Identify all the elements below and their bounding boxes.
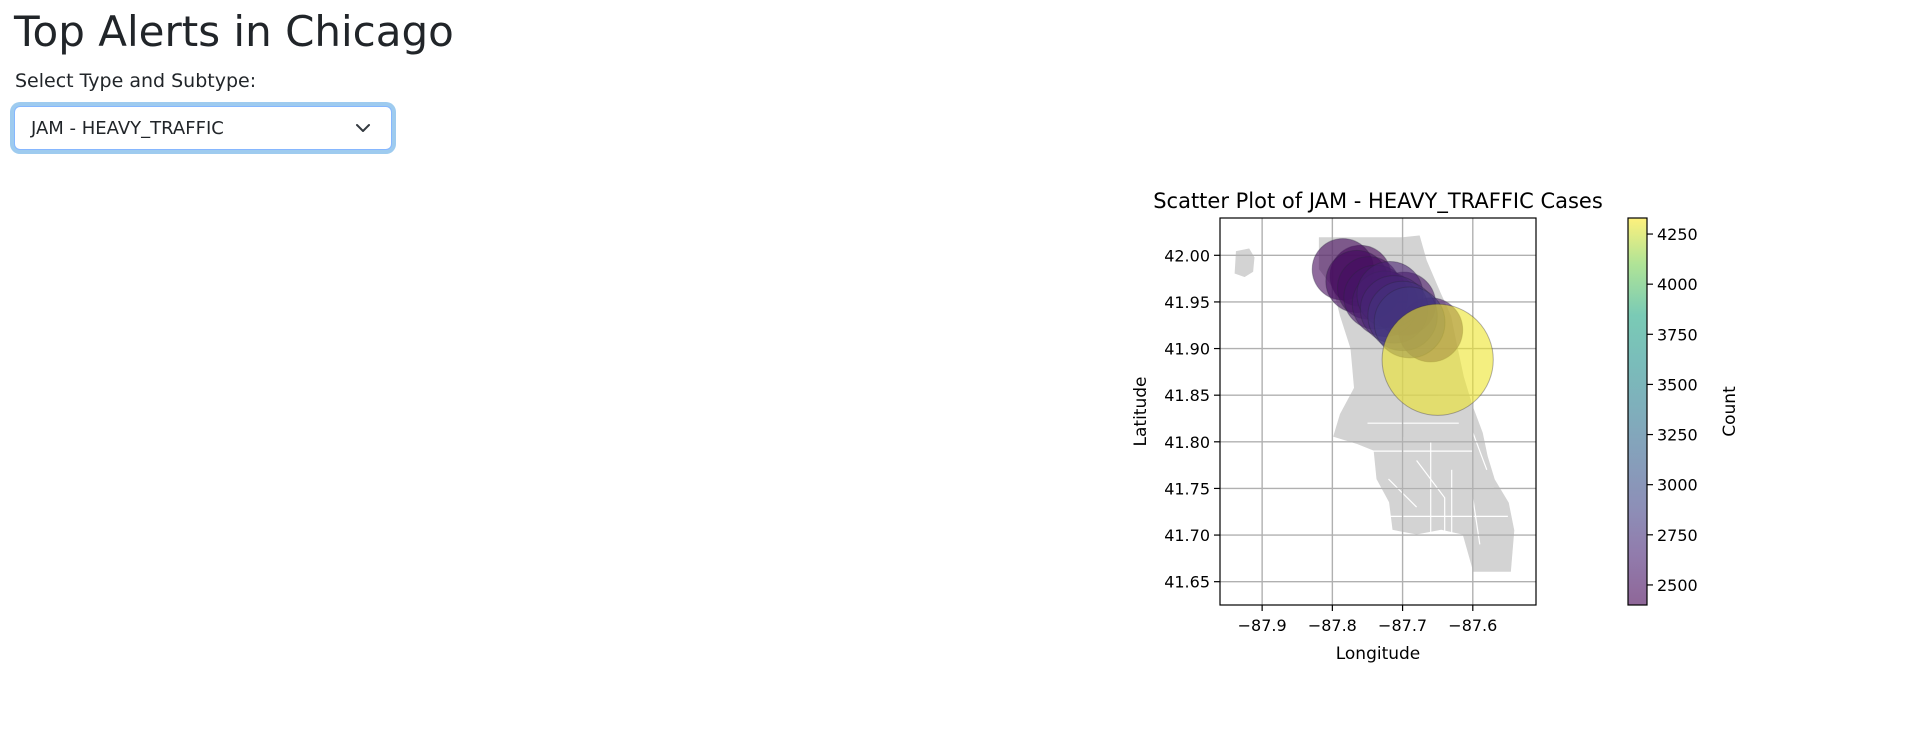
colorbar-frame <box>1627 217 1648 606</box>
y-tick-label: 41.70 <box>1164 526 1210 545</box>
select-value: JAM - HEAVY_TRAFFIC <box>31 118 224 139</box>
data-points <box>1311 238 1494 416</box>
map-boundary <box>1472 497 1481 545</box>
map-ohare-area <box>1233 247 1256 279</box>
y-tick-label: 41.65 <box>1164 573 1210 592</box>
type-subtype-select[interactable]: JAM - HEAVY_TRAFFIC <box>14 106 392 150</box>
colorbar-tick-label: 3500 <box>1657 375 1698 394</box>
colorbar: 2500 2750 3000 3250 3500 3750 4000 4250 <box>1627 217 1698 606</box>
page-title: Top Alerts in Chicago <box>14 7 454 56</box>
colorbar-gradient <box>1628 218 1647 605</box>
y-tick-label: 42.00 <box>1164 246 1210 265</box>
chart-title: Scatter Plot of JAM - HEAVY_TRAFFIC Case… <box>1153 189 1603 214</box>
plot-frame <box>1219 217 1537 606</box>
y-tick-label: 41.90 <box>1164 340 1210 359</box>
colorbar-tick-label: 2750 <box>1657 526 1698 545</box>
y-tick-label: 41.85 <box>1164 386 1210 405</box>
map-boundary <box>1472 432 1488 471</box>
x-tick-label: −87.6 <box>1448 616 1497 635</box>
colorbar-tick-label: 3750 <box>1657 325 1698 344</box>
scatter-point <box>1381 303 1494 416</box>
colorbar-tick-label: 4250 <box>1657 225 1698 244</box>
y-tick-label: 41.95 <box>1164 293 1210 312</box>
colorbar-tick-label: 3250 <box>1657 426 1698 445</box>
y-axis-label: Latitude <box>1131 377 1151 447</box>
select-label: Select Type and Subtype: <box>15 70 257 92</box>
colorbar-tick-label: 2500 <box>1657 576 1698 595</box>
x-tick-label: −87.9 <box>1238 616 1287 635</box>
x-axis-label: Longitude <box>1336 644 1421 664</box>
map-boundary <box>1416 460 1446 536</box>
axes: −87.9 −87.8 −87.7 −87.6 41.65 41.70 41.75 41.80… <box>1164 246 1497 635</box>
y-tick-label: 41.75 <box>1164 479 1210 498</box>
colorbar-tick-label: 3000 <box>1657 476 1698 495</box>
x-tick-label: −87.8 <box>1308 616 1357 635</box>
colorbar-tick-label: 4000 <box>1657 275 1698 294</box>
x-tick-label: −87.7 <box>1378 616 1427 635</box>
colorbar-label: Count <box>1720 386 1740 437</box>
chevron-down-icon <box>356 124 370 132</box>
y-tick-label: 41.80 <box>1164 433 1210 452</box>
